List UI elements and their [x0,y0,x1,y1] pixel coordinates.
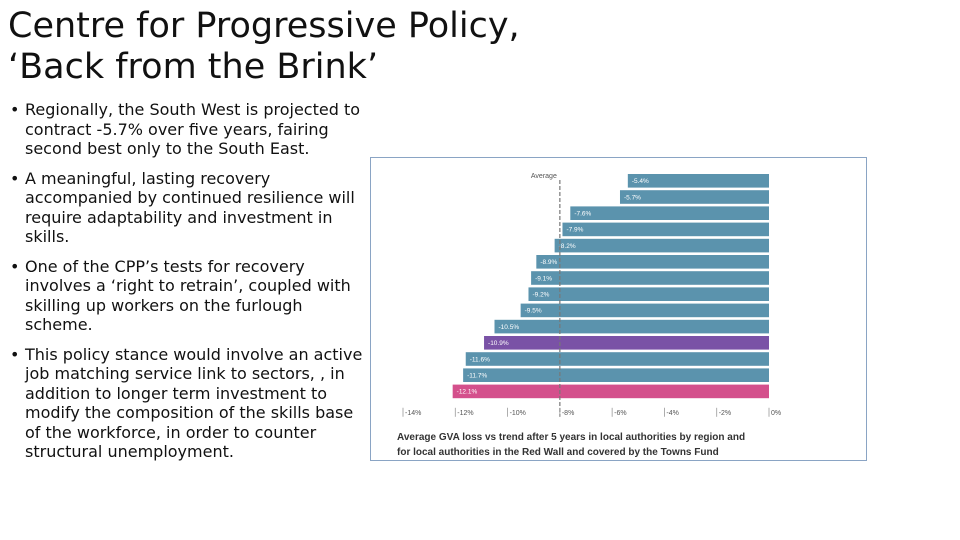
category-label: North East [771,373,803,380]
bullet-item: One of the CPP’s tests for recovery invo… [8,257,363,335]
chart-title-line2: for local authorities in the Red Wall an… [397,447,719,458]
category-label: South West [771,194,806,201]
bar-value-label: -5.7% [624,194,641,201]
bar-west-midlands [528,287,769,301]
bar-value-label: -10.5% [499,324,520,331]
bar-north-west [520,303,769,318]
bar-yorkshire-and-the-humber [494,319,769,334]
category-label: London [771,227,794,234]
gva-loss-chart: -5.4% South East -5.7% South West -7.6% Scotl… [397,173,853,458]
bar-value-label: -7.9% [566,227,583,234]
bar-value-label: -9.2% [532,292,549,299]
category-label: Yorkshire and The Humber [771,324,853,331]
category-label: South East [771,178,804,185]
x-tick-label: 0% [771,410,781,417]
slide-title-line1: Centre for Progressive Policy, [8,6,520,46]
category-label: Northern Ireland [771,356,820,363]
chart-image: -5.4% South East -5.7% South West -7.6% Scotl… [370,157,867,461]
bullet-item: This policy stance would involve an acti… [8,345,363,462]
bar-value-label: -11.6% [470,356,490,363]
category-label: Wales [771,259,790,266]
x-tick-label: -10% [510,410,526,417]
bar-north-east [463,368,769,382]
bar-east-of-england [554,238,769,253]
category-label: East Midlands [771,275,814,282]
average-label: Average [531,173,557,180]
bar-scotland [570,206,769,220]
category-label: Towns Fund [771,340,811,347]
chart-title-line1: Average GVA loss vs trend after 5 years … [397,432,745,443]
category-label: Scotland [771,211,798,218]
category-label: North West [771,308,805,315]
category-label: East of England [771,243,819,250]
bar-value-label: -7.6% [574,211,591,218]
x-tick-label: -2% [719,410,731,417]
bar-value-label: -9.5% [525,308,542,315]
bar-wales [536,255,769,269]
x-tick-label: -8% [562,410,574,417]
bar-london [562,222,769,237]
bar-south-east [627,174,769,188]
bar-value-label: -9.1% [535,275,552,282]
bullet-item: Regionally, the South West is projected … [8,100,363,159]
bar-value-label: -5.4% [632,178,649,185]
bar-value-label: -8.2% [559,243,576,250]
category-label: West Midlands [771,292,816,299]
bar-east-midlands [531,271,769,285]
bar-value-label: -11.7% [467,373,487,380]
bar-northern-ireland [465,352,769,366]
bar-value-label: -10.9% [488,340,509,347]
slide-title-line2: ‘Back from the Brink’ [8,47,379,87]
bullet-list: Regionally, the South West is projected … [8,100,363,472]
bar-value-label: -12.1% [457,389,478,396]
x-tick-label: -12% [457,410,473,417]
category-label: Red Wall [771,389,800,396]
slide-title: Centre for Progressive Policy, ‘Back fro… [8,6,520,88]
bar-south-west [619,190,769,204]
x-tick-label: -14% [405,410,421,417]
bar-red-wall [452,384,769,399]
x-tick-label: -4% [666,410,678,417]
x-tick-label: -6% [614,410,626,417]
bar-towns-fund [484,336,769,350]
bullet-item: A meaningful, lasting recovery accompani… [8,169,363,247]
bar-value-label: -8.9% [540,259,557,266]
